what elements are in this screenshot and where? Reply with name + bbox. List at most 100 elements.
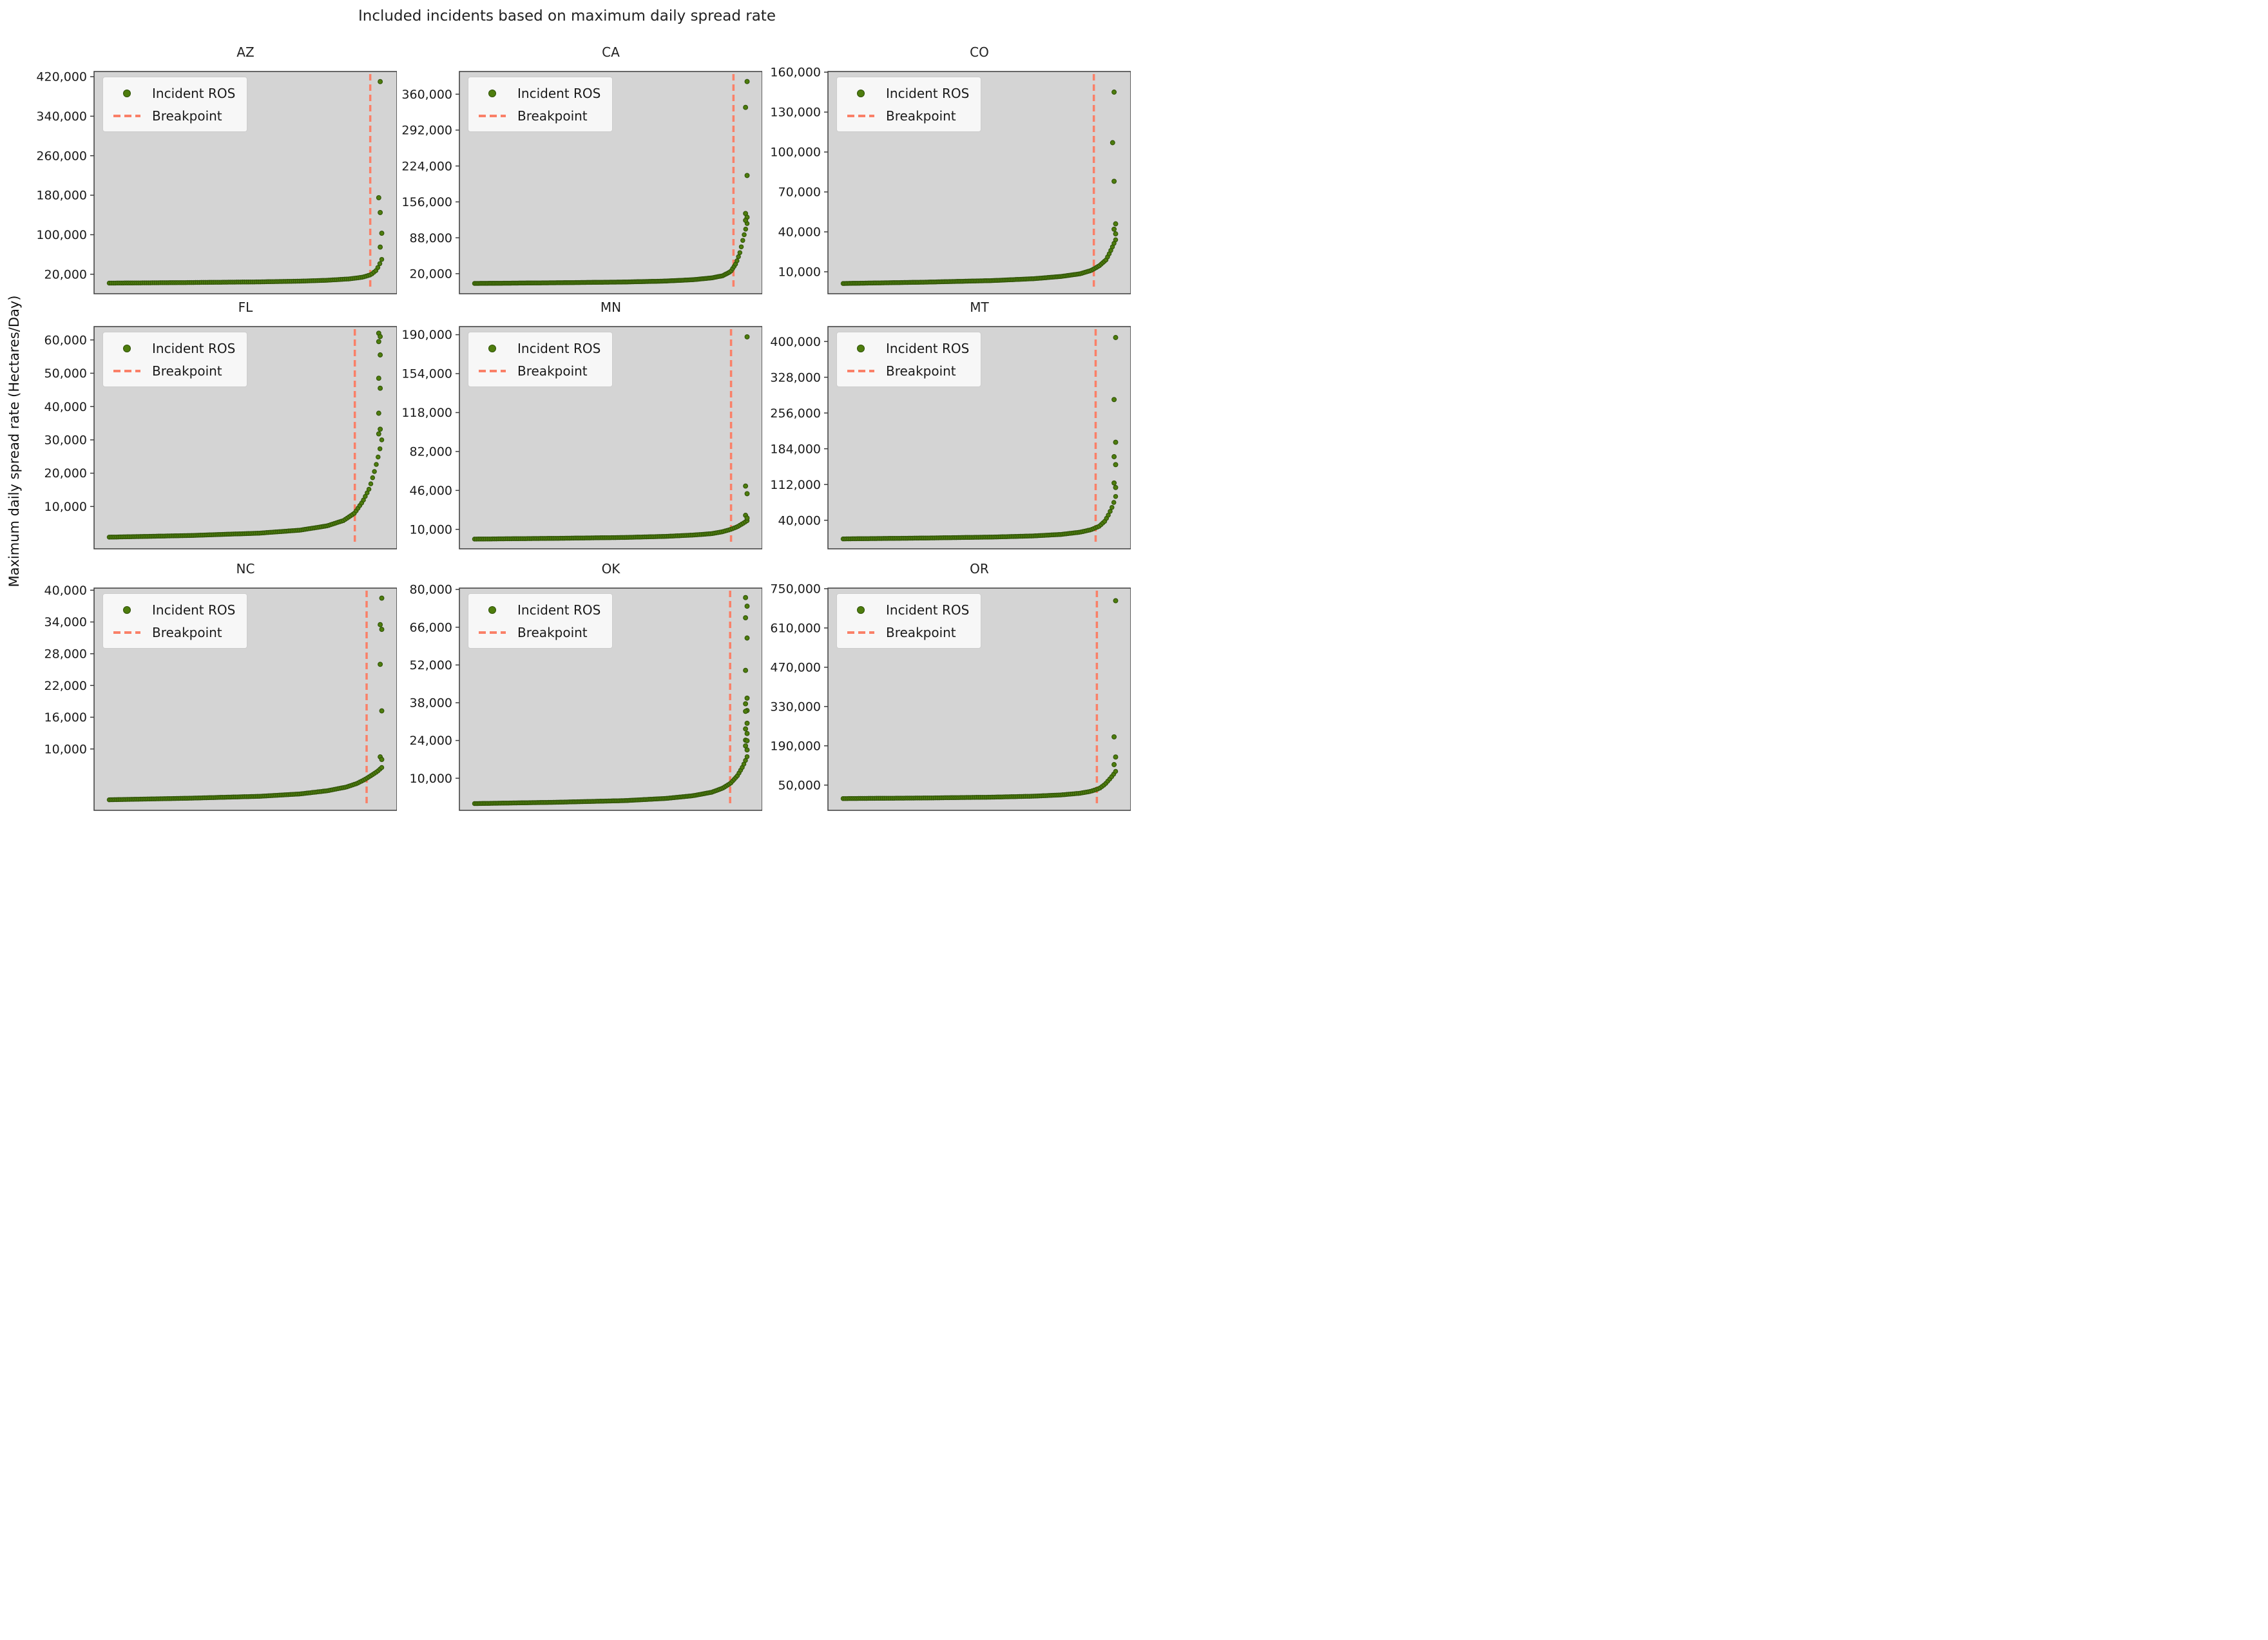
y-tick-label: 118,000 <box>401 406 452 420</box>
subplot-title: MN <box>600 300 622 315</box>
outlier-point <box>1113 439 1119 445</box>
y-tick-label: 10,000 <box>44 500 87 514</box>
dashed-line-icon <box>474 631 511 634</box>
y-axis-ticks: 40,000 112,000 184,000 256,000 328,000 400,00… <box>770 335 828 528</box>
outlier-point <box>376 431 381 437</box>
y-tick-label: 60,000 <box>44 333 87 347</box>
subplot-co: CO Incident ROS Breakpoint 10,000 40,000 7… <box>741 43 1131 303</box>
legend-label: Incident ROS <box>886 340 970 356</box>
y-axis-ticks: 10,000 24,000 38,000 52,000 66,000 80,000 <box>410 583 459 786</box>
scatter-marker-icon <box>474 89 511 97</box>
y-tick-label: 20,000 <box>44 267 87 281</box>
legend-item-incident-ros: Incident ROS <box>108 337 235 359</box>
y-tick-label: 82,000 <box>410 445 452 459</box>
y-tick-label: 10,000 <box>44 742 87 756</box>
subplot-title: OR <box>970 561 989 577</box>
outlier-point <box>1110 140 1115 146</box>
legend-label: Incident ROS <box>517 340 601 356</box>
scatter-points <box>472 79 750 286</box>
y-axis-ticks: 10,000 40,000 70,000 100,000 130,000 160,000 <box>770 66 828 280</box>
scatter-points <box>472 595 750 806</box>
legend-label: Breakpoint <box>152 108 222 124</box>
y-tick-label: 330,000 <box>770 700 821 714</box>
legend-label: Incident ROS <box>152 85 236 101</box>
outlier-point <box>744 695 750 701</box>
y-tick-label: 16,000 <box>44 710 87 725</box>
legend-box: Incident ROS Breakpoint <box>102 77 248 132</box>
y-tick-label: 40,000 <box>44 400 87 414</box>
y-tick-label: 400,000 <box>770 335 821 349</box>
y-axis-ticks: 20,000 100,000 180,000 260,000 340,000 420,00… <box>36 70 94 281</box>
subplot-title: FL <box>238 300 253 315</box>
outlier-point <box>379 231 385 236</box>
y-tick-label: 28,000 <box>44 647 87 662</box>
y-tick-label: 328,000 <box>770 370 821 385</box>
scatter-marker-icon <box>474 605 511 614</box>
legend-item-incident-ros: Incident ROS <box>108 82 235 104</box>
y-tick-label: 190,000 <box>770 739 821 753</box>
scatter-points <box>472 334 750 542</box>
scatter-marker-icon <box>842 605 879 614</box>
outlier-point <box>1113 754 1119 760</box>
y-tick-label: 34,000 <box>44 615 87 629</box>
outlier-point <box>378 244 383 250</box>
legend-label: Breakpoint <box>886 108 956 124</box>
scatter-marker-icon <box>842 344 879 352</box>
outlier-point <box>1113 221 1119 227</box>
outlier-point <box>1111 480 1117 486</box>
subplot-title: CO <box>970 44 989 60</box>
outlier-point <box>1111 397 1117 403</box>
legend-item-breakpoint: Breakpoint <box>474 359 601 382</box>
y-tick-label: 154,000 <box>401 367 452 381</box>
y-tick-label: 50,000 <box>44 367 87 381</box>
dashed-line-icon <box>842 631 879 634</box>
dashed-line-icon <box>842 114 879 117</box>
outlier-point <box>744 173 750 178</box>
y-tick-label: 30,000 <box>44 434 87 448</box>
legend-item-incident-ros: Incident ROS <box>842 337 969 359</box>
legend-item-breakpoint: Breakpoint <box>842 621 969 644</box>
outlier-point <box>378 352 383 358</box>
subplot-mt: MT Incident ROS Breakpoint 40,000 112,000… <box>741 298 1131 558</box>
outlier-point <box>376 195 381 200</box>
legend-label: Incident ROS <box>886 602 970 618</box>
outlier-point <box>743 726 749 732</box>
y-tick-label: 10,000 <box>778 265 821 280</box>
outlier-point <box>378 426 383 432</box>
scatter-marker-icon <box>474 344 511 352</box>
y-tick-label: 180,000 <box>36 189 87 203</box>
outlier-point <box>379 595 385 601</box>
outlier-point <box>744 747 750 753</box>
y-axis-ticks: 10,000 46,000 82,000 118,000 154,000 190,000 <box>401 328 459 537</box>
subplot-ca: CA Incident ROS Breakpoint 20,000 88,000 1… <box>372 43 762 303</box>
figure-canvas: { "figure": { "title": "Included inciden… <box>0 0 1134 820</box>
outlier-point <box>1113 484 1119 490</box>
outlier-point <box>744 720 750 726</box>
legend-box: Incident ROS Breakpoint <box>468 593 613 649</box>
y-axis-ticks: 50,000 190,000 330,000 470,000 610,000 750,00… <box>770 582 828 792</box>
outlier-point <box>744 730 750 736</box>
subplot-title: MT <box>970 300 989 315</box>
outlier-point <box>378 385 383 391</box>
scatter-points <box>840 598 1119 801</box>
y-tick-label: 100,000 <box>770 146 821 160</box>
legend-label: Incident ROS <box>517 602 601 618</box>
legend-box: Incident ROS Breakpoint <box>468 332 613 387</box>
legend-box: Incident ROS Breakpoint <box>102 593 248 649</box>
y-tick-label: 20,000 <box>410 267 452 281</box>
outlier-point <box>378 209 383 215</box>
scatter-points <box>840 335 1119 542</box>
y-tick-label: 100,000 <box>36 228 87 242</box>
legend-label: Breakpoint <box>886 624 956 640</box>
outlier-point <box>379 627 385 633</box>
subplot-ok: OK Incident ROS Breakpoint 10,000 24,000 3… <box>372 560 762 820</box>
legend-label: Breakpoint <box>886 363 956 379</box>
legend-label: Incident ROS <box>886 85 970 101</box>
legend-item-incident-ros: Incident ROS <box>842 82 969 104</box>
legend-label: Breakpoint <box>517 624 588 640</box>
outlier-point <box>744 604 750 609</box>
legend-box: Incident ROS Breakpoint <box>836 77 982 132</box>
y-tick-label: 112,000 <box>770 478 821 492</box>
legend-label: Incident ROS <box>152 602 236 618</box>
outlier-point <box>378 79 383 84</box>
